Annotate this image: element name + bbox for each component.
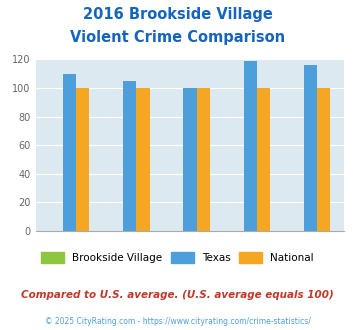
Bar [123, 81, 136, 231]
Bar [317, 88, 330, 231]
Bar [136, 88, 149, 231]
Text: Compared to U.S. average. (U.S. average equals 100): Compared to U.S. average. (U.S. average … [21, 290, 334, 300]
Text: © 2025 CityRating.com - https://www.cityrating.com/crime-statistics/: © 2025 CityRating.com - https://www.city… [45, 317, 310, 326]
Bar [63, 74, 76, 231]
Bar [76, 88, 89, 231]
Bar [183, 88, 197, 231]
Bar [304, 65, 317, 231]
Text: 2016 Brookside Village: 2016 Brookside Village [83, 7, 272, 21]
Bar [197, 88, 210, 231]
Bar [257, 88, 270, 231]
Text: Violent Crime Comparison: Violent Crime Comparison [70, 30, 285, 45]
Bar [244, 61, 257, 231]
Legend: Brookside Village, Texas, National: Brookside Village, Texas, National [37, 248, 318, 267]
